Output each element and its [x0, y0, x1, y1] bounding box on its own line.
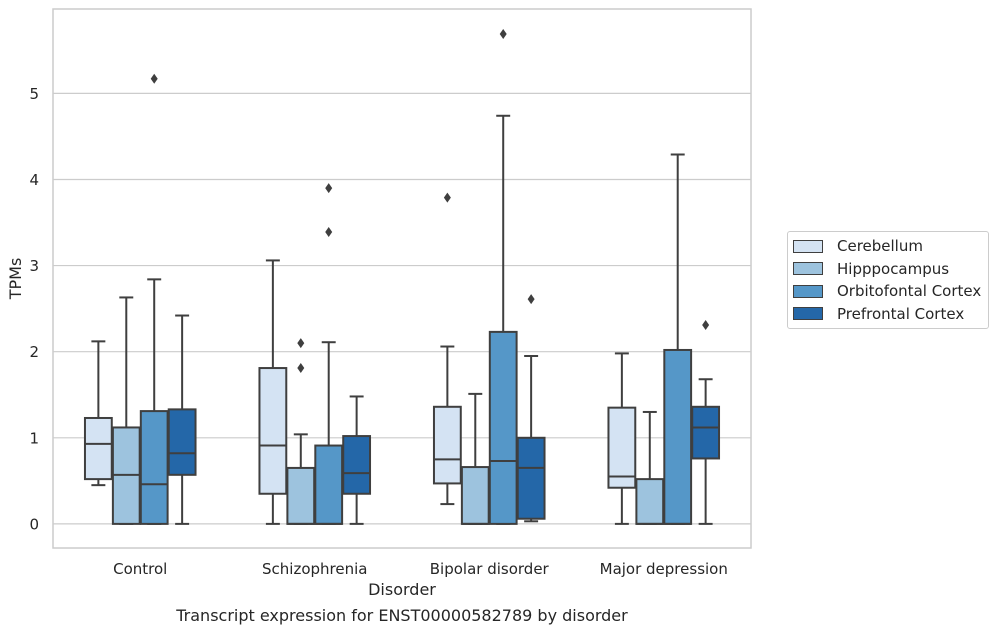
box — [83, 416, 113, 481]
legend-swatch — [793, 284, 823, 298]
y-tick-label: 4 — [29, 171, 39, 189]
box — [607, 406, 637, 489]
y-tick-label: 0 — [29, 515, 39, 533]
outlier-point — [325, 227, 333, 238]
legend-swatch — [793, 307, 823, 321]
box-cerebellum — [607, 352, 637, 525]
box-cerebellum — [83, 340, 113, 487]
x-tick-label: Bipolar disorder — [430, 560, 550, 578]
box-orbitofontal-cortex — [139, 73, 169, 525]
y-tick-label: 5 — [29, 85, 39, 103]
y-tick-label: 1 — [29, 429, 39, 447]
box — [167, 408, 197, 476]
box — [488, 330, 518, 525]
legend-item: Cerebellum — [788, 235, 988, 258]
y-tick-label: 3 — [29, 257, 39, 275]
box-hipppocampus — [635, 410, 665, 525]
box-prefrontal-cortex — [516, 294, 546, 523]
box — [691, 405, 721, 460]
legend-label: Cerebellum — [837, 237, 923, 256]
legend-swatch — [793, 239, 823, 253]
legend-item: Orbitofontal Cortex — [788, 280, 988, 303]
x-tick-labels: Control Schizophrenia Bipolar disorder Majo… — [113, 560, 728, 578]
y-tick-label: 2 — [29, 343, 39, 361]
y-tick-labels: 0 1 2 3 4 5 — [29, 85, 39, 534]
legend-item: Hipppocampus — [788, 258, 988, 281]
x-tick-label: Major depression — [600, 560, 728, 578]
legend-label: Hipppocampus — [837, 259, 950, 278]
box — [460, 466, 490, 525]
box — [516, 436, 546, 520]
box — [286, 466, 316, 525]
legend-item: Prefrontal Cortex — [788, 303, 988, 326]
outlier-point — [702, 319, 710, 330]
outlier-point — [297, 363, 305, 374]
outlier-point — [527, 294, 535, 305]
box-prefrontal-cortex — [342, 395, 372, 525]
outlier-point — [443, 192, 451, 203]
box-hipppocampus — [111, 296, 141, 525]
box-hipppocampus — [286, 338, 316, 525]
box — [314, 444, 344, 525]
box-prefrontal-cortex — [691, 319, 721, 525]
outlier-point — [499, 28, 507, 39]
box-cerebellum — [432, 192, 462, 506]
box-series — [83, 28, 721, 525]
chart-caption: Transcript expression for ENST0000058278… — [176, 606, 628, 625]
box — [139, 410, 169, 525]
box-cerebellum — [258, 259, 288, 525]
box-orbitofontal-cortex — [663, 153, 693, 525]
x-tick-label: Control — [113, 560, 167, 578]
y-axis-title: TPMs — [6, 258, 25, 301]
outlier-point — [297, 338, 305, 349]
legend-label: Prefrontal Cortex — [837, 304, 965, 323]
box-orbitofontal-cortex — [314, 183, 344, 525]
box-orbitofontal-cortex — [488, 28, 518, 525]
box — [432, 405, 462, 485]
box — [635, 478, 665, 525]
outlier-point — [150, 73, 158, 84]
x-tick-label: Schizophrenia — [262, 560, 367, 578]
outlier-point — [325, 183, 333, 194]
legend-swatch — [793, 262, 823, 276]
box — [258, 367, 288, 495]
box-prefrontal-cortex — [167, 314, 197, 525]
x-axis-title: Disorder — [368, 580, 436, 599]
plot-frame — [52, 8, 752, 549]
legend: Cerebellum Hipppocampus Orbitofontal Corte… — [787, 231, 989, 329]
box — [663, 348, 693, 525]
box-hipppocampus — [460, 392, 490, 525]
box — [342, 435, 372, 495]
legend-label: Orbitofontal Cortex — [837, 282, 982, 301]
